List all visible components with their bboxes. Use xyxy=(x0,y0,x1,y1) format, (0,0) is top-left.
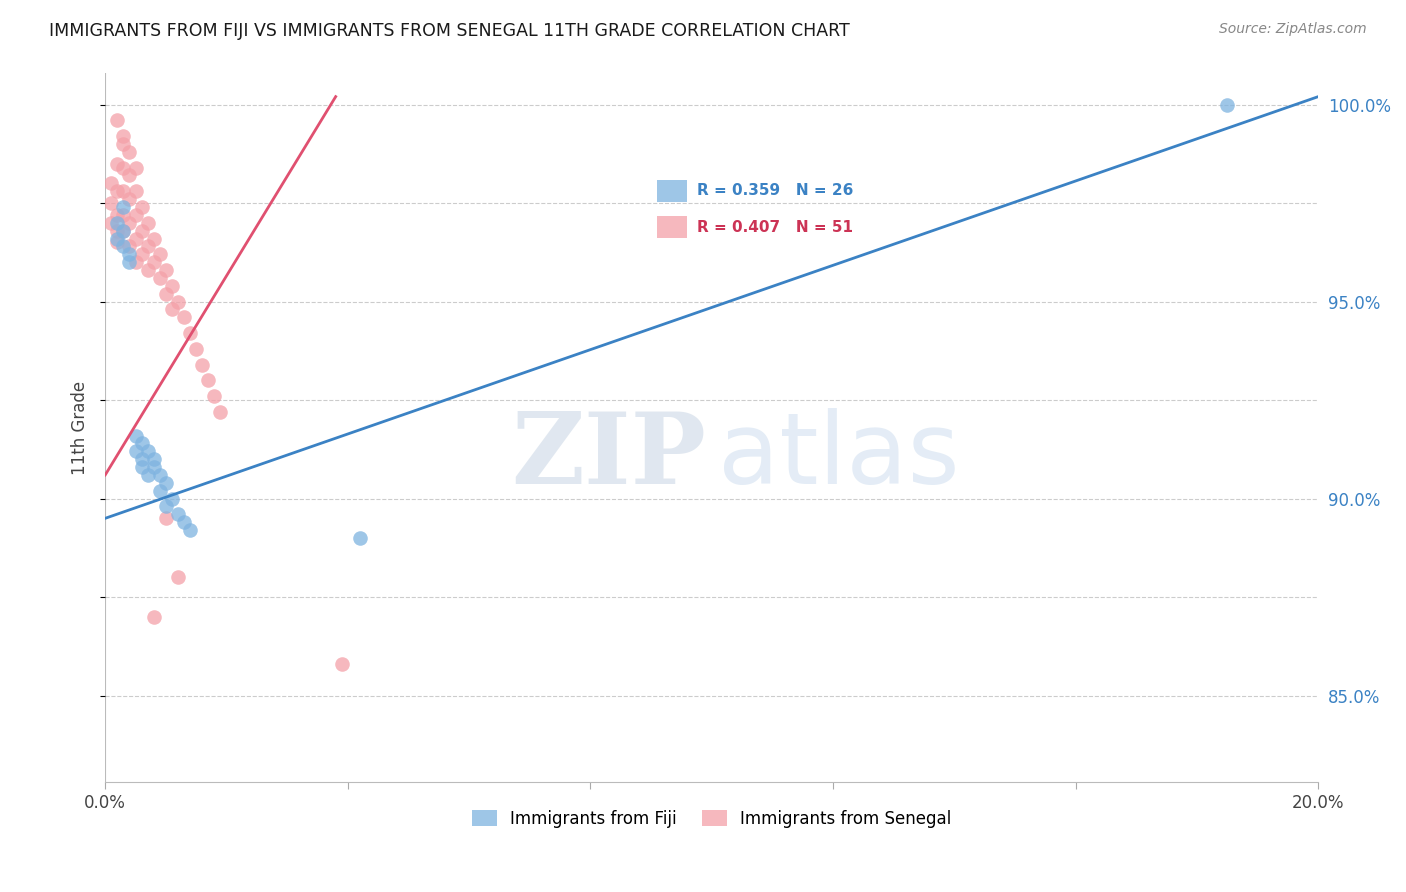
Point xyxy=(105,184,128,198)
Point xyxy=(112,161,135,175)
Point xyxy=(155,286,177,301)
Point xyxy=(112,200,135,214)
Point xyxy=(149,247,172,261)
Point xyxy=(149,483,172,498)
Point xyxy=(124,161,146,175)
Point xyxy=(149,271,172,285)
Point xyxy=(118,192,141,206)
Point xyxy=(173,310,195,325)
Point xyxy=(136,444,159,458)
Point xyxy=(124,428,146,442)
Point xyxy=(197,373,219,387)
Point xyxy=(124,255,146,269)
Point xyxy=(160,491,183,506)
Point xyxy=(142,460,165,475)
Point xyxy=(124,231,146,245)
Point xyxy=(330,657,353,672)
Point xyxy=(155,475,177,490)
Point xyxy=(124,208,146,222)
Point xyxy=(112,224,135,238)
Point xyxy=(131,436,153,450)
Point xyxy=(131,460,153,475)
Point xyxy=(118,247,141,261)
Point xyxy=(105,231,128,245)
Point xyxy=(118,216,141,230)
Point xyxy=(118,255,141,269)
Point xyxy=(136,216,159,230)
Point xyxy=(100,216,122,230)
Point xyxy=(131,200,153,214)
Text: R = 0.407   N = 51: R = 0.407 N = 51 xyxy=(696,219,852,235)
Text: atlas: atlas xyxy=(718,408,959,505)
Point xyxy=(118,239,141,253)
Point xyxy=(105,216,128,230)
Point xyxy=(349,531,371,545)
Y-axis label: 11th Grade: 11th Grade xyxy=(72,381,89,475)
Point xyxy=(112,129,135,144)
Point xyxy=(100,177,122,191)
Point xyxy=(149,467,172,482)
Point xyxy=(118,145,141,159)
Point xyxy=(105,235,128,250)
Point xyxy=(118,169,141,183)
Point xyxy=(105,208,128,222)
Point xyxy=(105,156,128,170)
Point xyxy=(112,224,135,238)
Point xyxy=(167,294,190,309)
Point xyxy=(112,208,135,222)
Text: R = 0.359   N = 26: R = 0.359 N = 26 xyxy=(696,184,853,199)
Bar xyxy=(657,216,688,238)
Point xyxy=(124,444,146,458)
Point xyxy=(155,263,177,277)
Point xyxy=(142,610,165,624)
Point xyxy=(105,113,128,128)
Point xyxy=(155,500,177,514)
Point xyxy=(100,196,122,211)
Point xyxy=(142,231,165,245)
Point xyxy=(136,467,159,482)
Point xyxy=(167,508,190,522)
Point xyxy=(1216,97,1239,112)
Legend: Immigrants from Fiji, Immigrants from Senegal: Immigrants from Fiji, Immigrants from Se… xyxy=(465,803,957,834)
Text: ZIP: ZIP xyxy=(510,408,706,505)
Point xyxy=(105,224,128,238)
Point xyxy=(112,239,135,253)
Text: IMMIGRANTS FROM FIJI VS IMMIGRANTS FROM SENEGAL 11TH GRADE CORRELATION CHART: IMMIGRANTS FROM FIJI VS IMMIGRANTS FROM … xyxy=(49,22,851,40)
Point xyxy=(136,239,159,253)
Point xyxy=(160,302,183,317)
Point xyxy=(131,247,153,261)
Point xyxy=(173,515,195,529)
Point xyxy=(142,452,165,467)
Point xyxy=(131,452,153,467)
Point xyxy=(155,511,177,525)
Point xyxy=(160,278,183,293)
Point xyxy=(131,224,153,238)
Point xyxy=(136,263,159,277)
Point xyxy=(112,184,135,198)
Point xyxy=(179,523,201,537)
Point xyxy=(186,342,208,356)
Point xyxy=(167,570,190,584)
Point xyxy=(142,255,165,269)
Bar xyxy=(657,180,688,202)
Point xyxy=(202,389,225,403)
Point xyxy=(112,136,135,151)
Point xyxy=(124,184,146,198)
Text: Source: ZipAtlas.com: Source: ZipAtlas.com xyxy=(1219,22,1367,37)
Point xyxy=(179,326,201,340)
Point xyxy=(191,358,214,372)
Point xyxy=(209,405,232,419)
